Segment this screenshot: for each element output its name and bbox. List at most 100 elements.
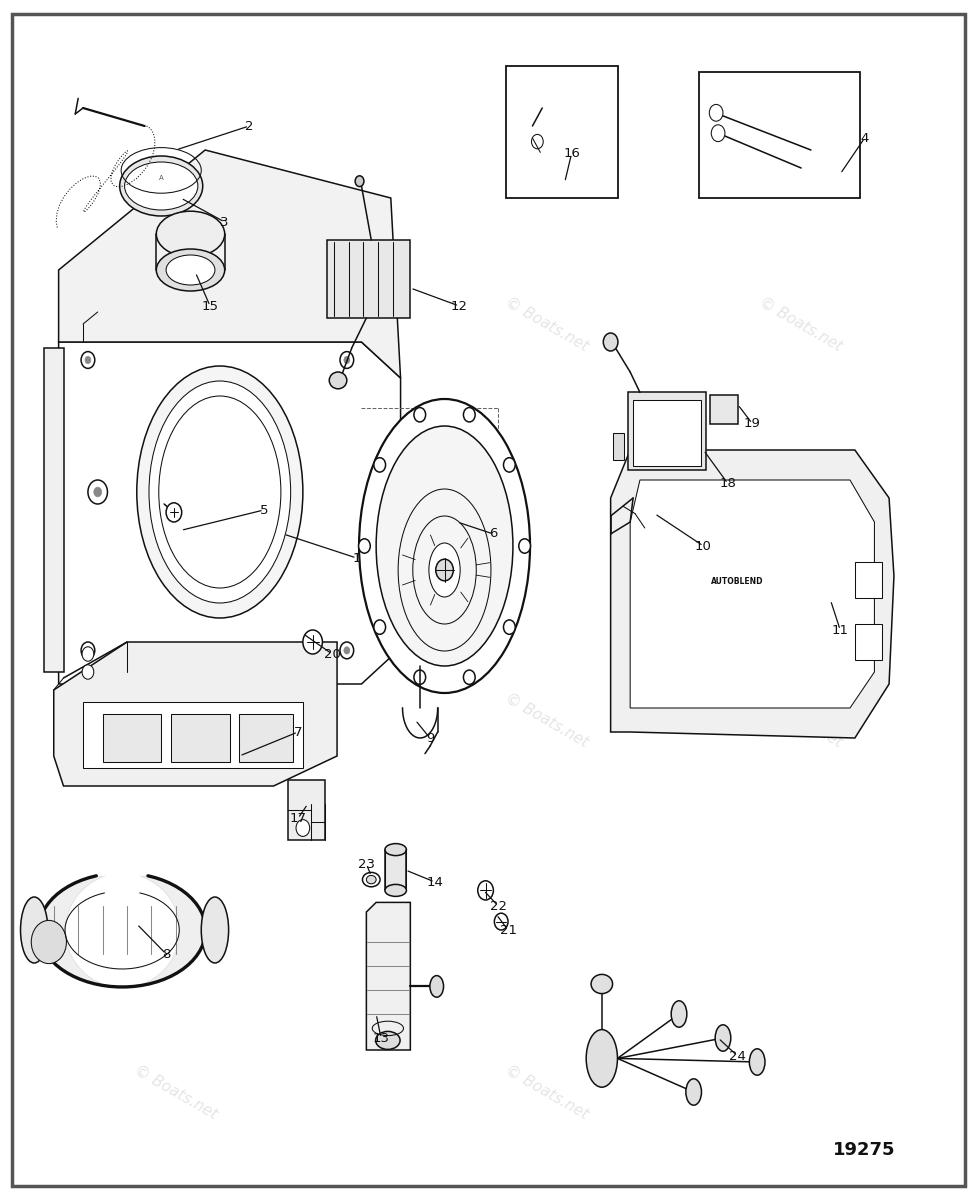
Ellipse shape	[494, 913, 508, 930]
Circle shape	[374, 620, 386, 635]
Bar	[385, 850, 406, 890]
Text: 13: 13	[372, 1032, 390, 1044]
Bar	[855, 562, 882, 598]
Circle shape	[340, 642, 354, 659]
Text: © Boats.net: © Boats.net	[757, 294, 845, 354]
Circle shape	[85, 356, 91, 364]
Circle shape	[711, 125, 725, 142]
Ellipse shape	[591, 974, 613, 994]
Circle shape	[344, 647, 350, 654]
Ellipse shape	[586, 1030, 617, 1087]
Ellipse shape	[749, 1049, 765, 1075]
Bar	[855, 624, 882, 660]
Ellipse shape	[156, 248, 225, 290]
Text: 1: 1	[353, 552, 361, 564]
Text: 23: 23	[358, 858, 375, 870]
Text: © Boats.net: © Boats.net	[757, 690, 845, 750]
Text: 9: 9	[426, 732, 434, 744]
Text: © Boats.net: © Boats.net	[503, 294, 591, 354]
Ellipse shape	[429, 542, 460, 596]
Polygon shape	[630, 480, 874, 708]
Text: © Boats.net: © Boats.net	[132, 294, 220, 354]
Text: 17: 17	[289, 812, 307, 824]
Text: 8: 8	[162, 948, 170, 960]
Ellipse shape	[686, 1079, 701, 1105]
Bar	[633, 400, 701, 466]
Ellipse shape	[156, 211, 225, 257]
Text: 18: 18	[719, 478, 737, 490]
Text: A: A	[159, 174, 163, 180]
Text: 3: 3	[221, 216, 229, 228]
Ellipse shape	[360, 398, 530, 692]
Circle shape	[709, 104, 723, 121]
Text: © Boats.net: © Boats.net	[132, 690, 220, 750]
Polygon shape	[611, 450, 894, 738]
Text: 2: 2	[245, 120, 253, 132]
Text: © Boats.net: © Boats.net	[503, 1062, 591, 1122]
Circle shape	[296, 820, 310, 836]
Circle shape	[94, 487, 102, 497]
Text: 19275: 19275	[833, 1140, 896, 1159]
Circle shape	[85, 647, 91, 654]
Text: 4: 4	[861, 132, 869, 144]
Bar	[171, 714, 230, 762]
Text: AUTOBLEND: AUTOBLEND	[711, 577, 764, 587]
Ellipse shape	[375, 1031, 401, 1049]
Ellipse shape	[603, 332, 617, 350]
Ellipse shape	[201, 898, 229, 962]
Polygon shape	[44, 348, 64, 672]
Circle shape	[374, 457, 386, 472]
Ellipse shape	[715, 1025, 731, 1051]
Bar	[506, 66, 618, 198]
Text: 15: 15	[201, 300, 219, 312]
Circle shape	[88, 480, 107, 504]
Text: 24: 24	[729, 1050, 746, 1062]
Bar	[710, 395, 738, 424]
Text: © Boats.net: © Boats.net	[132, 1062, 220, 1122]
Circle shape	[414, 670, 426, 684]
Circle shape	[303, 630, 322, 654]
Text: 21: 21	[499, 924, 517, 936]
Ellipse shape	[385, 884, 406, 896]
Text: 20: 20	[323, 648, 341, 660]
Text: 22: 22	[489, 900, 507, 912]
Text: 16: 16	[563, 148, 580, 160]
Text: 19: 19	[743, 418, 761, 430]
Bar	[239, 714, 293, 762]
Ellipse shape	[119, 156, 203, 216]
Circle shape	[519, 539, 531, 553]
Bar	[613, 433, 624, 460]
Text: 11: 11	[831, 624, 849, 636]
Text: 14: 14	[426, 876, 444, 888]
Ellipse shape	[376, 426, 513, 666]
Polygon shape	[83, 702, 303, 768]
Circle shape	[31, 920, 66, 964]
Circle shape	[463, 408, 475, 422]
Ellipse shape	[366, 876, 376, 883]
Circle shape	[81, 642, 95, 659]
Polygon shape	[54, 642, 337, 786]
Ellipse shape	[355, 175, 363, 186]
Text: 12: 12	[450, 300, 468, 312]
Ellipse shape	[149, 382, 291, 602]
Circle shape	[82, 665, 94, 679]
Text: 6: 6	[489, 528, 497, 540]
Circle shape	[344, 356, 350, 364]
Circle shape	[414, 408, 426, 422]
Ellipse shape	[671, 1001, 687, 1027]
Ellipse shape	[430, 976, 444, 997]
Ellipse shape	[385, 844, 406, 856]
Ellipse shape	[362, 872, 380, 887]
Circle shape	[340, 352, 354, 368]
Ellipse shape	[478, 881, 493, 900]
Ellipse shape	[166, 254, 215, 284]
Bar	[327, 240, 410, 318]
Polygon shape	[59, 342, 401, 684]
Bar	[699, 72, 860, 198]
Ellipse shape	[436, 559, 453, 581]
Polygon shape	[366, 902, 410, 1050]
Ellipse shape	[125, 162, 197, 210]
Circle shape	[503, 620, 515, 635]
Text: 10: 10	[695, 540, 712, 552]
Circle shape	[359, 539, 370, 553]
